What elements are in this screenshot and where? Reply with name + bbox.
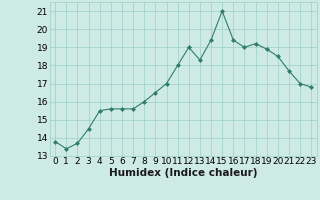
X-axis label: Humidex (Indice chaleur): Humidex (Indice chaleur): [109, 168, 258, 178]
